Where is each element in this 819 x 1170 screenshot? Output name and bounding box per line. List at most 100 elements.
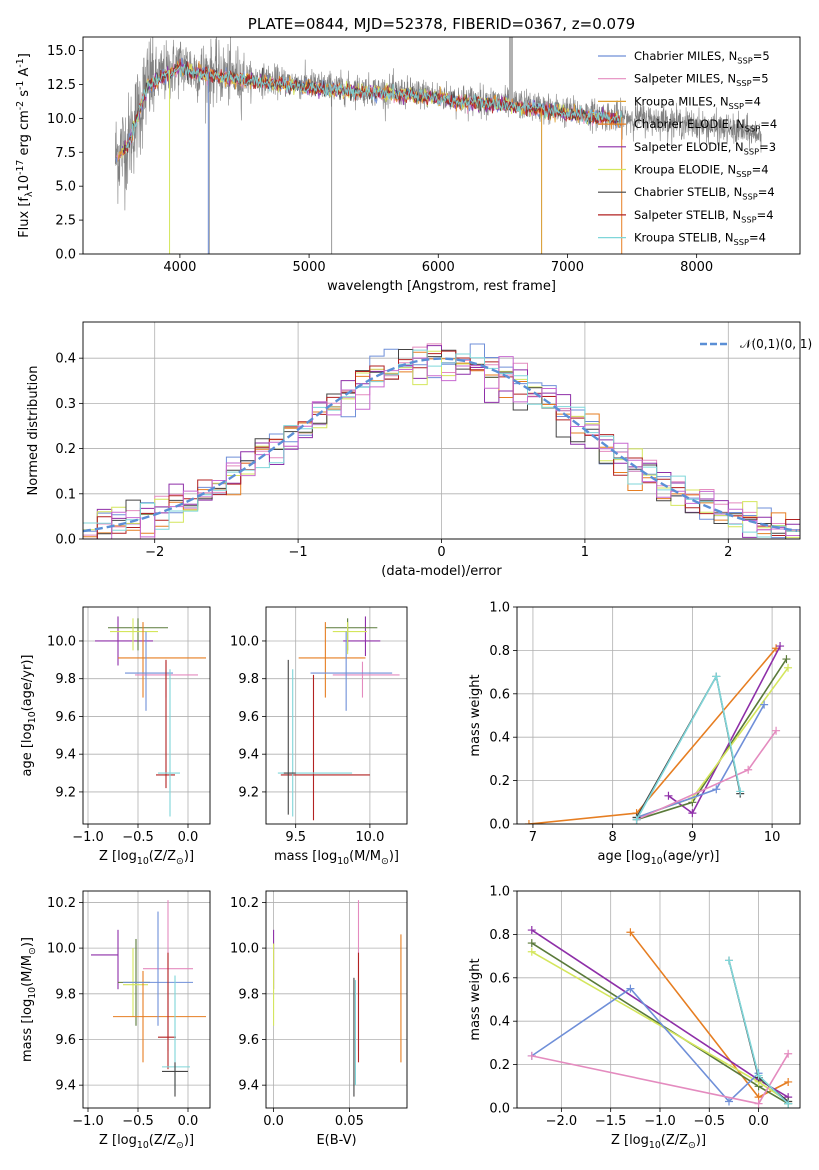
chart-title: PLATE=0844, MJD=52378, FIBERID=0367, z=0… <box>248 15 635 33</box>
series-point-marker <box>712 672 721 681</box>
residual-histogram-series <box>83 356 800 539</box>
x-axis-label: Z [log10​(Z/Z⊙​)] <box>611 1133 706 1151</box>
series-point-marker <box>527 1051 536 1060</box>
y-tick-label: 0.2 <box>489 1058 510 1073</box>
x-axis-label: mass [log10​(M/M⊙​)] <box>274 849 399 867</box>
y-tick-label: 9.6 <box>55 710 76 725</box>
y-tick-label: 9.6 <box>238 1033 259 1048</box>
y-tick-label: 0.2 <box>489 774 510 789</box>
spectrum-frame: 4000 5000 6000 7000 8000 0.0 2.5 5.0 7.5 10.0 12.5… <box>15 36 801 294</box>
y-tick-label: 10.2 <box>47 896 76 911</box>
error-bar-point <box>332 661 400 698</box>
legend-entry: Salpeter ELODIE, NSSP​=3 <box>634 140 776 156</box>
x-axis-label: age [log10​(age/yr)] <box>598 849 720 867</box>
y-tick-label: 0.6 <box>489 687 510 702</box>
age_vs_Z-frame: −1.0 −0.5 0.0 9.2 9.4 9.6 9.8 10.0 Z [log10​(Z/Z… <box>20 606 211 867</box>
error-bar-point <box>158 952 176 1070</box>
mass-weight-series <box>664 642 785 818</box>
legend-entry: Kroupa ELODIE, NSSP​=4 <box>634 163 769 179</box>
y-tick-label: 0.0 <box>489 1102 510 1117</box>
series-point-marker <box>524 820 533 824</box>
x-tick-label: 9 <box>688 830 696 845</box>
y-axis-label: Normed distribution <box>26 366 41 496</box>
series-point-marker <box>632 815 641 824</box>
series-point-marker <box>736 787 745 796</box>
series-point-marker <box>688 809 697 818</box>
x-tick-label: 9.5 <box>285 830 306 845</box>
y-tick-label: 0.4 <box>489 1015 510 1030</box>
x-axis-label: (data-model)/error <box>381 564 502 579</box>
series-point-marker <box>744 765 753 774</box>
mass_vs_Z-frame: −1.0 −0.5 0.0 9.4 9.6 9.8 10.0 10.2 Z [log10​(Z/… <box>20 890 211 1151</box>
weight_vs_age-plot-area <box>524 642 793 824</box>
mass-weight-series <box>632 672 745 824</box>
series-line <box>528 647 777 824</box>
x-axis-label: Z [log10​(Z/Z⊙​)] <box>99 1133 194 1151</box>
y-tick-label: 10.2 <box>230 896 259 911</box>
age_vs_Z-plot-area <box>95 616 206 817</box>
y-tick-label: 9.6 <box>55 1033 76 1048</box>
error-bar-point <box>118 622 206 698</box>
error-bar-point <box>310 631 393 711</box>
y-tick-label: 12.5 <box>47 78 76 93</box>
y-tick-label: 5.0 <box>55 180 76 195</box>
y-tick-label: 1.0 <box>489 601 510 616</box>
series-point-marker <box>784 1099 793 1108</box>
x-tick-label: −2 <box>145 545 164 560</box>
y-tick-label: 9.8 <box>55 672 76 687</box>
axes-frame <box>82 606 211 825</box>
y-tick-label: 9.2 <box>55 785 76 800</box>
legend-entry: Chabrier STELIB, NSSP​=4 <box>634 185 775 201</box>
error-bar-point <box>283 659 296 815</box>
error-bar-point <box>108 618 168 651</box>
series-point-marker <box>760 700 769 709</box>
y-tick-label: 9.2 <box>238 785 259 800</box>
x-tick-label: 8000 <box>680 260 713 275</box>
y-tick-label: 0.0 <box>55 533 76 548</box>
y-tick-label: 10.0 <box>47 634 76 649</box>
series-point-marker <box>725 956 734 965</box>
mass-weight-series <box>626 928 793 1102</box>
mass_vs_Z-plot-area <box>91 900 206 1097</box>
x-axis-label: wavelength [Angstrom, rest frame] <box>327 279 556 294</box>
mass-weight-series <box>632 655 791 824</box>
y-axis-label: mass [log10​(M/M⊙​)] <box>20 937 38 1062</box>
series-point-marker <box>527 926 536 935</box>
mass-weight-series <box>527 1049 793 1108</box>
y-tick-label: 0.0 <box>489 818 510 833</box>
y-tick-label: 10.0 <box>47 112 76 127</box>
error-bar-point <box>113 970 206 1063</box>
y-tick-label: 0.3 <box>55 397 76 412</box>
y-tick-label: 9.4 <box>238 748 259 763</box>
mass-weight-series <box>632 726 781 824</box>
y-axis-label: age [log10​(age/yr)] <box>20 655 38 777</box>
mass_vs_EBV-plot-area <box>273 900 402 1097</box>
mass-weight-series <box>725 956 793 1108</box>
series-point-marker <box>784 1077 793 1086</box>
age_vs_mass-axes <box>266 607 407 824</box>
x-tick-label: 0.0 <box>263 1114 284 1129</box>
legend-entry: 𝒩(0,1)(0, 1) <box>740 337 812 351</box>
x-tick-label: 6000 <box>422 260 455 275</box>
series-point-marker <box>776 642 785 651</box>
y-tick-label: 9.4 <box>55 1079 76 1094</box>
error-bar-point <box>91 929 119 990</box>
series-point-marker <box>754 1071 763 1080</box>
x-tick-label: 10.0 <box>355 830 384 845</box>
series-point-marker <box>626 928 635 937</box>
y-axis-label: mass weight <box>468 674 483 756</box>
observed-spectrum-line <box>115 37 762 211</box>
legend-entry: Chabrier MILES, NSSP​=5 <box>634 49 770 65</box>
axes-frame <box>516 606 801 825</box>
mass_vs_EBV-axes <box>266 891 407 1108</box>
series-line <box>636 730 777 821</box>
age_vs_mass-plot-area <box>277 616 400 821</box>
error-bar-point <box>110 618 158 651</box>
series-point-marker <box>772 726 781 735</box>
weight_vs_Z-frame: −2.0 −1.5 −1.0 −0.5 0.0 0.0 0.2 0.4 0.6 0.8 1.0 Z [… <box>468 885 801 1151</box>
x-tick-label: −1.0 <box>72 1114 104 1129</box>
normal-reference-curve <box>83 357 798 533</box>
spectrum-legend: Chabrier MILES, NSSP​=5 Salpeter MILES, N… <box>598 49 777 247</box>
spectrum-plot-area <box>115 37 762 254</box>
